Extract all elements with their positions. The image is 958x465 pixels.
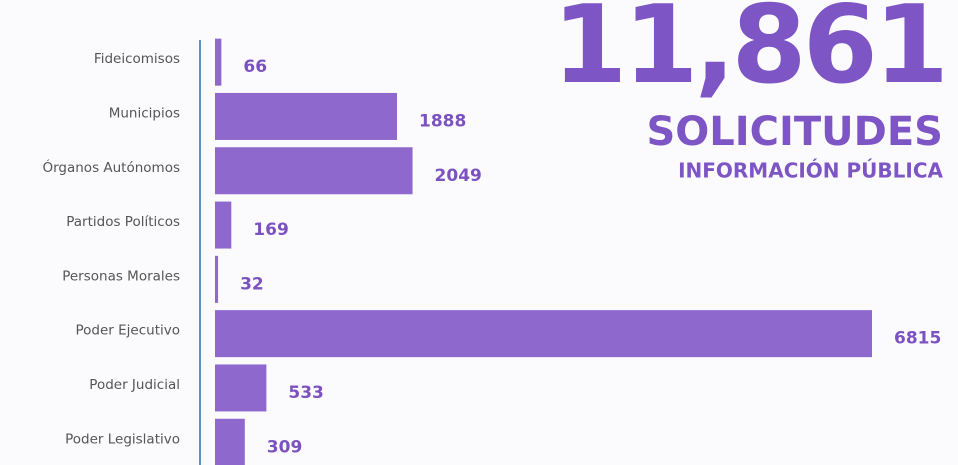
chart-caption: INFORMACIÓN PÚBLICA — [678, 159, 943, 183]
category-label: Poder Ejecutivo — [76, 323, 181, 339]
category-label: Poder Legislativo — [65, 431, 180, 447]
bar — [215, 201, 232, 249]
chart-title: 11,861 — [552, 0, 945, 108]
category-label: Municipios — [109, 105, 180, 121]
category-label: Órganos Autónomos — [42, 158, 180, 176]
bar — [215, 255, 219, 303]
value-label: 169 — [253, 220, 289, 240]
bar — [215, 310, 872, 358]
bar — [215, 418, 245, 465]
value-label: 32 — [240, 274, 264, 294]
chart-subtitle: SOLICITUDES — [646, 109, 943, 155]
bar — [215, 147, 413, 195]
bar — [215, 92, 398, 140]
bar — [215, 364, 267, 412]
value-label: 2049 — [435, 166, 482, 186]
value-label: 533 — [288, 383, 324, 403]
bar — [215, 38, 222, 86]
category-label: Partidos Políticos — [66, 214, 180, 230]
value-label: 66 — [243, 57, 267, 77]
value-label: 6815 — [894, 329, 941, 349]
category-label: Personas Morales — [62, 268, 180, 284]
value-label: 1888 — [419, 111, 466, 131]
value-label: 309 — [267, 437, 303, 457]
category-label: Fideicomisos — [94, 51, 180, 67]
category-label: Poder Judicial — [89, 377, 180, 393]
